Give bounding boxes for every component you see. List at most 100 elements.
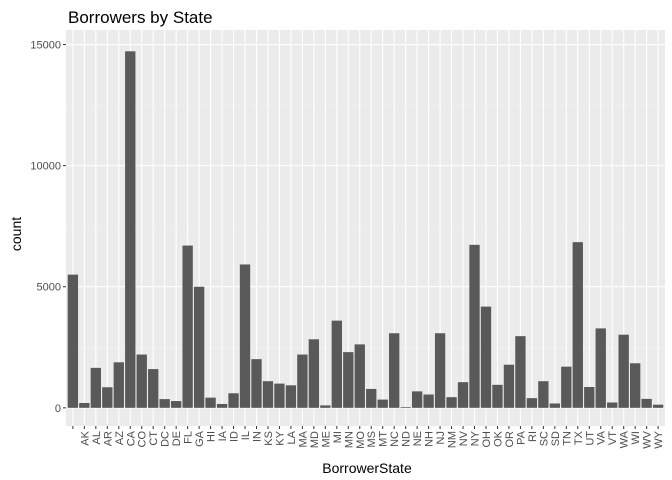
bar: [411, 391, 423, 408]
x-tick-label: MD: [309, 431, 321, 448]
x-tick-label: TN: [561, 431, 573, 446]
x-tick-label: DE: [171, 431, 183, 446]
bar: [262, 381, 274, 408]
plot-panel: [66, 30, 665, 426]
x-tick-label: MI: [332, 431, 344, 443]
bar: [343, 352, 354, 408]
bar: [584, 387, 595, 408]
x-tick-label: LA: [286, 430, 298, 444]
x-tick-label: SC: [538, 431, 550, 446]
x-tick-label: MO: [355, 431, 367, 449]
x-tick-label: IN: [251, 431, 263, 442]
bar: [320, 405, 331, 408]
bar: [216, 403, 228, 408]
x-tick-label: ID: [229, 431, 241, 442]
bar: [193, 286, 205, 408]
x-axis: AK AL AR AZ CA CO CT DC DE FL GA HI IA ID IL IN KS KY LA MA…: [72, 426, 665, 449]
x-tick-label: AK: [79, 430, 91, 445]
x-tick-label: VA: [596, 430, 608, 445]
bar: [446, 397, 457, 408]
x-tick-label: KY: [274, 430, 286, 445]
x-axis-title: BorrowerState: [322, 460, 412, 476]
x-tick-label: CA: [125, 430, 137, 446]
x-tick-label: IA: [217, 430, 229, 441]
bar: [538, 381, 549, 408]
bar: [515, 336, 526, 408]
x-tick-label: MT: [378, 431, 390, 447]
y-tick-label: 10000: [30, 161, 61, 173]
bar: [630, 363, 641, 408]
x-tick-label: TX: [573, 430, 585, 445]
bar: [285, 385, 297, 408]
x-tick-label: FL: [183, 431, 195, 444]
x-tick-label: AR: [102, 431, 114, 446]
bar: [366, 388, 377, 408]
bar: [503, 364, 515, 408]
bar: [469, 244, 480, 408]
bar: [274, 383, 285, 408]
chart-title: Borrowers by State: [68, 8, 213, 27]
bar: [526, 398, 538, 408]
x-tick-label: NM: [447, 431, 459, 448]
x-tick-label: NY: [470, 430, 482, 446]
bar: [113, 362, 124, 408]
bar: [67, 274, 79, 408]
x-tick-label: OR: [504, 431, 516, 448]
x-tick-label: SD: [550, 431, 562, 446]
bar: [607, 402, 618, 408]
bar: [331, 320, 342, 408]
y-axis: 0 5000 10000 15000: [30, 40, 66, 415]
bar: [400, 407, 411, 408]
bar: [90, 367, 101, 408]
bar: [595, 328, 606, 408]
x-tick-label: WI: [630, 431, 642, 444]
x-tick-label: MN: [343, 431, 355, 448]
x-tick-label: MS: [366, 431, 378, 448]
bar: [125, 51, 136, 408]
x-tick-label: CO: [137, 431, 149, 448]
x-tick-label: NH: [424, 431, 436, 447]
bar: [308, 339, 320, 408]
y-tick-label: 15000: [30, 40, 61, 52]
bar: [389, 333, 400, 408]
bar: [434, 333, 446, 408]
bar: [159, 399, 170, 408]
bar: [136, 354, 147, 408]
x-tick-label: NV: [458, 430, 470, 446]
panel-background: [66, 30, 665, 426]
bar: [377, 399, 388, 408]
x-tick-label: CT: [148, 431, 160, 446]
x-tick-label: IL: [240, 431, 252, 440]
bar: [457, 382, 469, 408]
y-tick-label: 5000: [37, 282, 61, 294]
x-tick-label: PA: [515, 430, 527, 445]
x-tick-label: RI: [527, 431, 539, 442]
bar: [239, 264, 251, 408]
bar: [102, 387, 113, 408]
bar: [228, 393, 239, 408]
bar: [561, 366, 572, 408]
x-tick-label: WA: [619, 430, 631, 448]
bar: [423, 394, 434, 408]
bar: [170, 401, 182, 408]
y-axis-title: count: [8, 217, 24, 251]
x-tick-label: NE: [412, 431, 424, 446]
bar: [182, 245, 193, 408]
x-tick-label: VT: [607, 431, 619, 445]
bar: [297, 354, 308, 408]
bar: [148, 369, 159, 408]
x-tick-label: GA: [194, 430, 206, 447]
x-tick-label: AZ: [114, 431, 126, 445]
bar: [618, 334, 629, 408]
x-tick-label: OH: [481, 431, 493, 448]
bar: [354, 344, 365, 408]
x-tick-label: KS: [263, 431, 275, 446]
y-tick-label: 0: [55, 403, 61, 415]
x-tick-label: MA: [297, 430, 309, 447]
x-tick-label: WV: [642, 430, 654, 448]
x-tick-label: HI: [206, 431, 218, 442]
x-tick-label: ME: [320, 431, 332, 448]
x-tick-label: UT: [584, 431, 596, 446]
x-tick-label: NC: [389, 431, 401, 447]
